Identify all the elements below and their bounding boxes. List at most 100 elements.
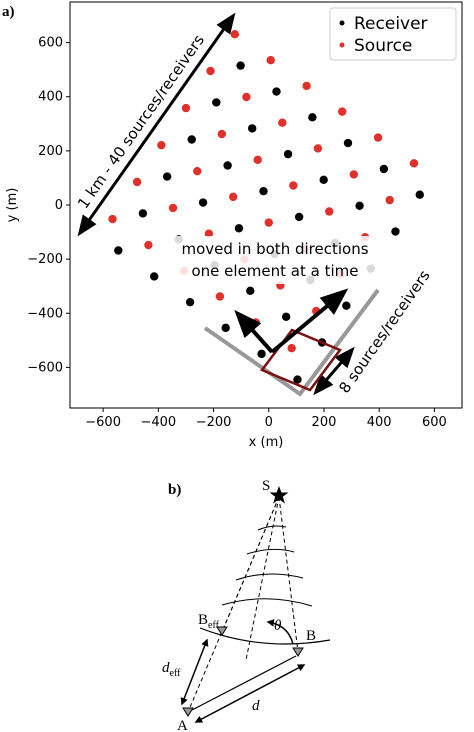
ray (221, 496, 280, 633)
point (415, 190, 424, 199)
station (216, 626, 228, 636)
wavefront (221, 598, 313, 607)
point (385, 195, 394, 205)
point (247, 124, 257, 133)
point (349, 170, 358, 179)
point (149, 272, 159, 281)
point (212, 98, 221, 107)
point (230, 30, 240, 39)
point (193, 166, 202, 176)
point (144, 240, 153, 250)
point (198, 198, 208, 207)
point (251, 318, 260, 327)
plot-a: 1 km - 40 sources/receivers moved in both… (2, 1, 463, 450)
point (246, 286, 255, 296)
y-tick-label: 400 (38, 90, 63, 105)
annotation: 8 sources/receivers (335, 267, 433, 397)
arrow (77, 12, 236, 237)
point (162, 172, 172, 181)
ray (245, 496, 280, 661)
label-b: B (306, 628, 316, 644)
point (355, 201, 364, 211)
point (281, 312, 291, 321)
point (373, 133, 383, 142)
point (181, 103, 191, 113)
legend-label: Receiver (354, 14, 428, 34)
point (217, 129, 227, 139)
point (185, 297, 195, 307)
point (379, 164, 389, 174)
point (409, 159, 419, 168)
x-tick-label: 0 (265, 415, 273, 430)
wavefront (257, 525, 287, 531)
point (343, 138, 353, 148)
point (157, 140, 166, 150)
point (302, 81, 311, 91)
panel-label: a) (2, 4, 15, 20)
point (228, 192, 238, 202)
arrow (313, 346, 355, 396)
point (289, 181, 298, 190)
theta-arrow (266, 619, 294, 645)
point (259, 186, 268, 196)
y-tick-label: −600 (27, 360, 63, 375)
ray (278, 496, 299, 653)
panel-label: b) (168, 482, 181, 498)
point (264, 218, 273, 227)
wavefront (246, 548, 295, 555)
y-tick-label: −400 (27, 306, 63, 321)
y-tick-label: 0 (55, 198, 63, 213)
edge-highlight (203, 288, 380, 397)
point (342, 301, 351, 310)
point (294, 212, 304, 222)
point (242, 92, 251, 102)
label-d: d (252, 698, 260, 714)
point (325, 207, 334, 216)
x-tick-label: 200 (312, 415, 337, 430)
annotation: 1 km - 40 sources/receivers (74, 31, 208, 212)
point (168, 203, 178, 213)
point (234, 224, 244, 233)
point (287, 343, 296, 353)
d-arrow (194, 664, 306, 723)
arrow (234, 309, 274, 354)
point (313, 144, 323, 153)
x-tick-label: 400 (367, 415, 392, 430)
x-tick-label: −600 (85, 415, 121, 430)
point (266, 55, 275, 65)
point (138, 209, 148, 218)
point (337, 107, 347, 116)
point (319, 175, 328, 185)
label-d-eff: deff (162, 660, 181, 679)
annotation-box (172, 236, 378, 284)
label-theta: θ (274, 618, 282, 634)
annotation-layer: 1 km - 40 sources/receivers moved in both… (74, 12, 434, 397)
wavefront (199, 627, 331, 645)
point (278, 118, 287, 127)
d-eff-arrow (180, 638, 209, 706)
wavefront (235, 573, 304, 581)
legend-marker (339, 42, 345, 48)
label-a: A (177, 718, 188, 732)
point (257, 349, 266, 359)
point (391, 227, 400, 236)
point (221, 323, 230, 333)
point (206, 66, 215, 76)
legend-box (329, 7, 457, 61)
y-axis-label: y (m) (5, 188, 20, 223)
x-tick-label: −200 (196, 415, 232, 430)
point (293, 375, 302, 384)
point (132, 177, 142, 187)
point (114, 246, 123, 255)
point (308, 113, 317, 122)
x-tick-label: 600 (422, 415, 447, 430)
point (215, 292, 225, 301)
legend-marker (339, 20, 345, 26)
point (283, 149, 293, 159)
y-tick-label: 600 (38, 36, 63, 51)
station (182, 707, 194, 717)
label-b-eff: Beff (198, 612, 220, 631)
station (292, 647, 304, 657)
x-axis-label: x (m) (249, 435, 284, 450)
